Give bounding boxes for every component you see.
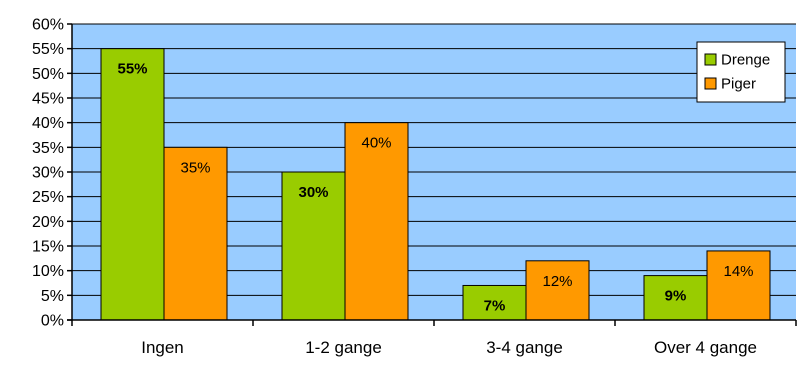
data-label: 9% xyxy=(665,288,687,305)
bar-piger-0 xyxy=(163,146,228,321)
legend-swatch-drenge xyxy=(704,53,717,66)
data-label: 55% xyxy=(117,61,147,78)
y-tick-label: 25% xyxy=(32,189,64,206)
data-label: 30% xyxy=(298,184,328,201)
bar-piger-2 xyxy=(525,260,590,321)
y-tick-label: 20% xyxy=(32,214,64,231)
y-tick-label: 15% xyxy=(32,239,64,256)
bar-drenge-3 xyxy=(643,275,708,321)
bar-drenge-0 xyxy=(100,48,165,321)
data-label: 12% xyxy=(542,273,572,290)
y-tick-label: 30% xyxy=(32,165,64,182)
y-tick-label: 35% xyxy=(32,140,64,157)
y-tick-label: 50% xyxy=(32,66,64,83)
category-label: 1-2 gange xyxy=(305,338,382,357)
category-label: Ingen xyxy=(141,338,184,357)
plot-area-group: 55% 30% 7% 9% 35% 40% 12% 14% xyxy=(72,23,796,321)
bar-piger-1 xyxy=(344,122,409,321)
category-label: Over 4 gange xyxy=(654,338,757,357)
axis-group: 0% 5% 10% 15% 20% 25% 30% 35% 40% 45% 50% 55% 60% Ing… xyxy=(32,17,797,357)
legend-box xyxy=(696,41,786,103)
bar-drenge-1 xyxy=(281,171,346,321)
legend-label: Drenge xyxy=(721,52,770,69)
data-label: 35% xyxy=(180,159,210,176)
data-label: 40% xyxy=(361,135,391,152)
y-tick-label: 0% xyxy=(41,313,64,330)
y-tick-label: 45% xyxy=(32,91,64,108)
legend-swatch-piger xyxy=(704,77,717,90)
y-tick-label: 60% xyxy=(32,17,64,34)
y-tick-label: 55% xyxy=(32,41,64,58)
bar-piger-3 xyxy=(706,250,771,321)
legend-label: Piger xyxy=(721,76,756,93)
legend: Drenge Piger xyxy=(696,41,786,103)
data-label: 14% xyxy=(723,263,753,280)
y-tick-label: 10% xyxy=(32,263,64,280)
y-tick-label: 5% xyxy=(41,288,64,305)
category-label: 3-4 gange xyxy=(486,338,563,357)
data-label: 7% xyxy=(484,297,506,314)
y-tick-label: 40% xyxy=(32,115,64,132)
